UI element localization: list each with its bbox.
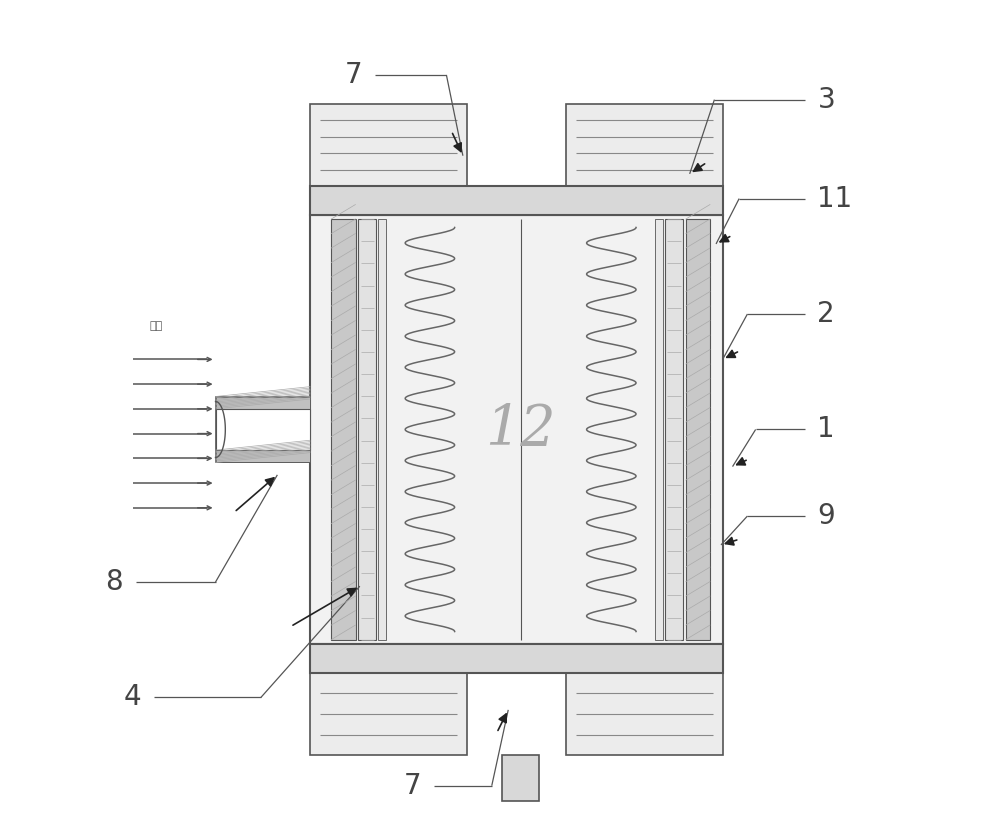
Text: 3: 3 bbox=[817, 86, 835, 114]
Bar bbox=[310, 186, 723, 215]
Text: 7: 7 bbox=[345, 61, 362, 89]
Text: 11: 11 bbox=[817, 184, 853, 212]
Bar bbox=[378, 219, 386, 640]
Bar bbox=[216, 396, 310, 409]
Text: 12: 12 bbox=[485, 402, 556, 457]
Bar bbox=[655, 219, 663, 640]
Bar bbox=[216, 396, 310, 463]
Bar bbox=[665, 219, 683, 640]
Bar bbox=[216, 409, 310, 450]
Text: 1: 1 bbox=[817, 415, 835, 444]
Text: 7: 7 bbox=[404, 771, 422, 800]
Bar bbox=[566, 672, 723, 755]
Text: 4: 4 bbox=[124, 683, 141, 711]
Bar bbox=[566, 104, 723, 186]
Bar bbox=[310, 644, 723, 672]
Bar bbox=[502, 755, 539, 800]
Text: 9: 9 bbox=[817, 502, 835, 530]
Text: 燃气: 燃气 bbox=[150, 320, 163, 330]
Text: 8: 8 bbox=[106, 568, 123, 596]
Bar bbox=[358, 219, 376, 640]
Bar bbox=[310, 104, 467, 186]
Bar bbox=[216, 450, 310, 463]
Bar bbox=[310, 672, 467, 755]
Bar bbox=[686, 219, 710, 640]
Text: 2: 2 bbox=[817, 300, 835, 328]
Bar bbox=[331, 219, 356, 640]
Bar bbox=[310, 215, 723, 644]
